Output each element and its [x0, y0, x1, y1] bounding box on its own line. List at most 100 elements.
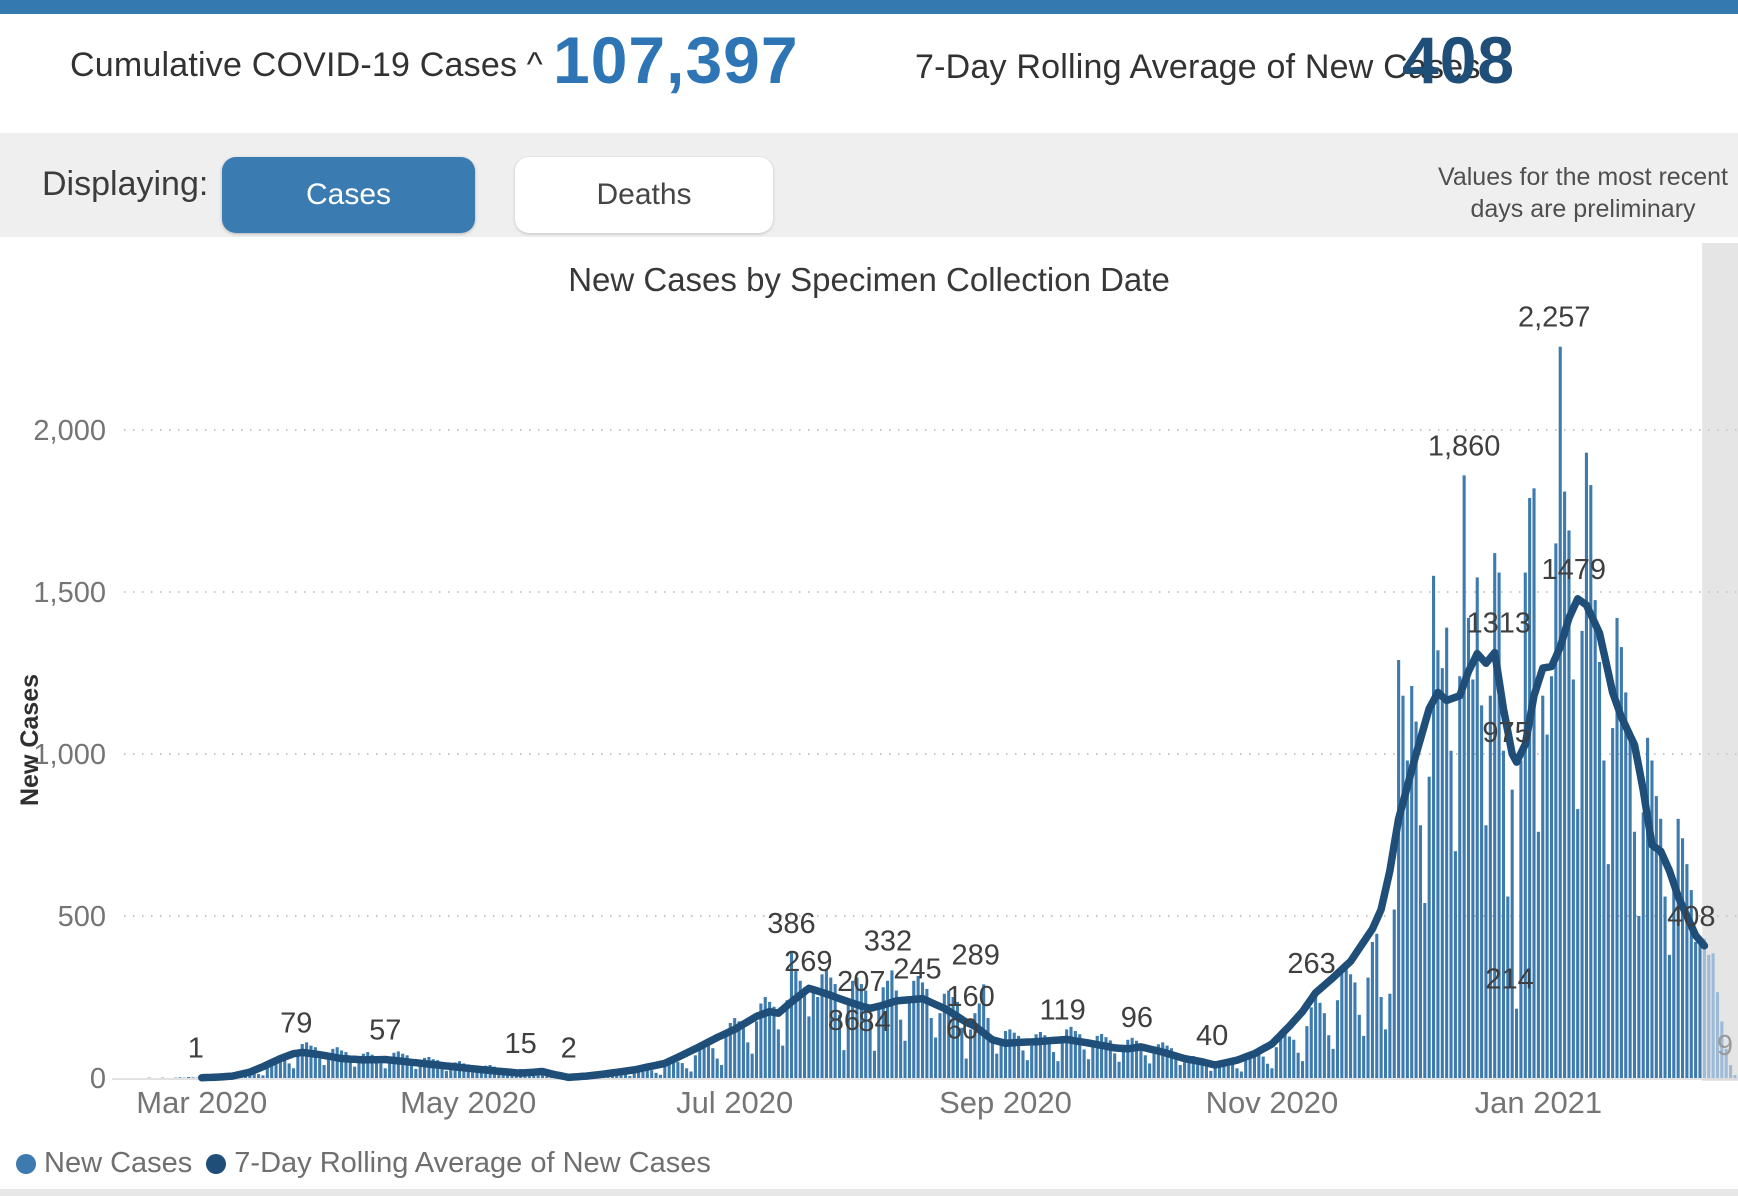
bar[interactable]	[1484, 825, 1488, 1078]
bar[interactable]	[1685, 864, 1689, 1078]
bar[interactable]	[414, 1068, 418, 1078]
bar[interactable]	[877, 1008, 881, 1078]
bar[interactable]	[1121, 1049, 1125, 1078]
bar[interactable]	[309, 1045, 313, 1078]
bar[interactable]	[1239, 1071, 1243, 1078]
bar[interactable]	[1567, 530, 1571, 1078]
bar[interactable]	[1148, 1063, 1152, 1078]
bar[interactable]	[505, 1074, 510, 1078]
bar[interactable]	[899, 1019, 903, 1078]
bar[interactable]	[632, 1072, 636, 1078]
bar[interactable]	[1003, 1031, 1008, 1078]
bar[interactable]	[746, 1042, 750, 1078]
bar[interactable]	[357, 1060, 361, 1078]
bar[interactable]	[1248, 1053, 1252, 1078]
bar[interactable]	[785, 1000, 789, 1078]
bar[interactable]	[1445, 627, 1449, 1078]
bar[interactable]	[1427, 776, 1431, 1078]
bar[interactable]	[252, 1071, 256, 1078]
bar[interactable]	[1501, 750, 1505, 1078]
deaths-toggle-button[interactable]: Deaths	[515, 157, 773, 233]
bar[interactable]	[1139, 1043, 1143, 1078]
bar[interactable]	[1152, 1052, 1156, 1078]
bar[interactable]	[449, 1066, 453, 1078]
bar[interactable]	[711, 1048, 715, 1078]
bar[interactable]	[305, 1042, 309, 1078]
bar[interactable]	[1654, 796, 1658, 1078]
bar[interactable]	[942, 993, 946, 1078]
bar[interactable]	[1174, 1058, 1178, 1078]
bar[interactable]	[440, 1066, 444, 1078]
bar[interactable]	[1729, 1065, 1733, 1078]
bar[interactable]	[1571, 679, 1575, 1078]
bar[interactable]	[1204, 1066, 1208, 1078]
bar[interactable]	[837, 1014, 842, 1078]
bar[interactable]	[423, 1057, 427, 1078]
bar[interactable]	[1410, 685, 1414, 1078]
bar[interactable]	[623, 1074, 628, 1078]
bar[interactable]	[1436, 650, 1440, 1078]
bar[interactable]	[1488, 695, 1492, 1078]
bar[interactable]	[1515, 1008, 1519, 1078]
bar[interactable]	[1292, 1039, 1296, 1078]
bar[interactable]	[698, 1047, 702, 1078]
bar[interactable]	[1659, 818, 1663, 1078]
bar[interactable]	[1392, 909, 1396, 1078]
bar[interactable]	[1606, 864, 1610, 1078]
bar[interactable]	[781, 1045, 785, 1078]
bar[interactable]	[479, 1068, 483, 1078]
bar[interactable]	[1017, 1035, 1021, 1078]
bar[interactable]	[824, 969, 828, 1078]
bar[interactable]	[335, 1047, 339, 1078]
bar[interactable]	[278, 1055, 282, 1078]
bar[interactable]	[969, 1029, 973, 1078]
bar[interactable]	[1261, 1056, 1265, 1078]
bar[interactable]	[431, 1059, 435, 1078]
bar[interactable]	[1362, 1035, 1366, 1078]
bar[interactable]	[881, 987, 885, 1078]
bar[interactable]	[842, 1050, 846, 1078]
bar[interactable]	[1322, 1013, 1326, 1078]
bar[interactable]	[1270, 1068, 1274, 1078]
bar[interactable]	[1034, 1034, 1038, 1078]
bar[interactable]	[1314, 992, 1318, 1078]
bar[interactable]	[1327, 1035, 1331, 1078]
bar[interactable]	[1279, 1035, 1283, 1078]
bar[interactable]	[1580, 630, 1584, 1078]
bar[interactable]	[1720, 1021, 1724, 1078]
bar[interactable]	[1274, 1047, 1278, 1078]
bar[interactable]	[1100, 1033, 1104, 1078]
bar[interactable]	[1012, 1032, 1016, 1078]
bar[interactable]	[265, 1066, 269, 1078]
bar[interactable]	[383, 1068, 387, 1078]
bar[interactable]	[257, 1074, 261, 1078]
bar[interactable]	[1126, 1039, 1130, 1078]
bar[interactable]	[689, 1071, 693, 1078]
bar[interactable]	[348, 1061, 352, 1078]
bar[interactable]	[619, 1073, 623, 1078]
bar[interactable]	[1165, 1045, 1169, 1078]
bar[interactable]	[1025, 1060, 1029, 1078]
bar[interactable]	[1418, 825, 1423, 1078]
bar[interactable]	[1432, 575, 1436, 1078]
bar[interactable]	[1091, 1046, 1095, 1078]
bar[interactable]	[1296, 1052, 1300, 1078]
bar[interactable]	[1021, 1050, 1025, 1078]
bar[interactable]	[1397, 660, 1401, 1078]
bar[interactable]	[322, 1065, 326, 1078]
bar[interactable]	[720, 1065, 724, 1078]
bar[interactable]	[392, 1052, 396, 1078]
bar[interactable]	[685, 1068, 689, 1078]
bar[interactable]	[1462, 475, 1466, 1078]
bar[interactable]	[1672, 877, 1676, 1078]
bar[interactable]	[1335, 1000, 1340, 1078]
bar[interactable]	[396, 1051, 400, 1078]
bar[interactable]	[287, 1063, 291, 1078]
bar[interactable]	[1628, 737, 1632, 1078]
bar[interactable]	[789, 952, 794, 1078]
bar[interactable]	[370, 1054, 374, 1078]
bar[interactable]	[1043, 1035, 1047, 1078]
legend-item-rolling-average[interactable]: 7-Day Rolling Average of New Cases	[206, 1147, 711, 1180]
bar[interactable]	[737, 1021, 741, 1078]
bar[interactable]	[291, 1068, 296, 1078]
